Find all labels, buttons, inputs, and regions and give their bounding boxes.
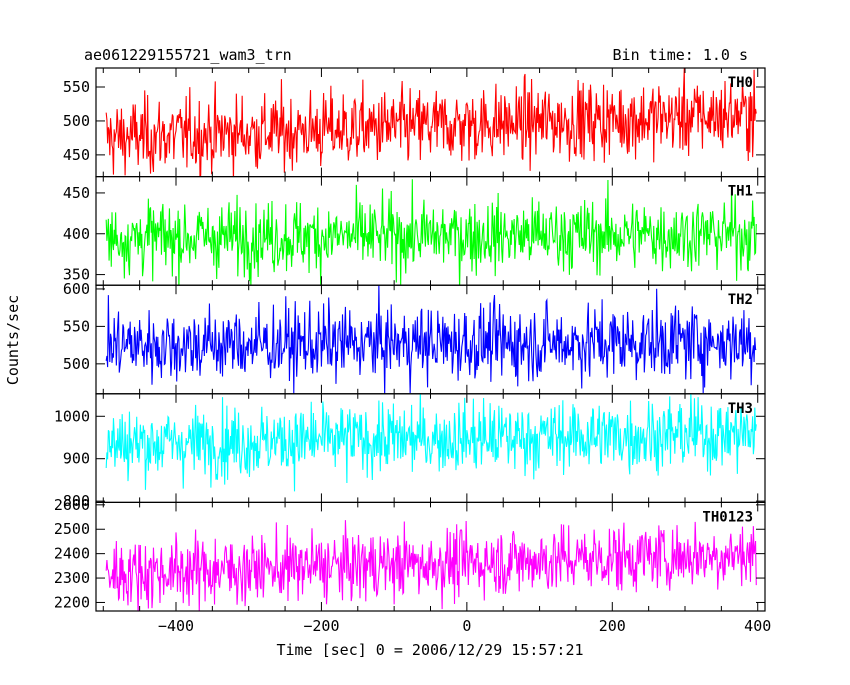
series-line-th0123 <box>105 520 757 611</box>
x-tick-label: 400 <box>744 617 771 635</box>
y-axis-label: Counts/sec <box>4 295 22 385</box>
y-tick-label: 2600 <box>54 496 90 514</box>
y-tick-label: 450 <box>63 184 90 202</box>
y-tick-label: 800 <box>63 492 90 510</box>
panel-th2: 500 550 600 TH2 <box>63 280 766 395</box>
series-line-th3 <box>105 393 757 492</box>
y-tick-label: 350 <box>63 266 90 284</box>
channel-label-th0: TH0 <box>728 75 753 91</box>
y-tick-label: 550 <box>63 78 90 96</box>
x-tick-label: −200 <box>303 617 339 635</box>
y-tick-label: 450 <box>63 146 90 164</box>
y-tick-label: 2500 <box>54 520 90 538</box>
y-tick-label: 900 <box>63 450 90 468</box>
y-tick-label: 2300 <box>54 569 90 587</box>
series-line-th0 <box>105 68 757 177</box>
channel-label-th2: TH2 <box>728 292 753 308</box>
channel-label-th1: TH1 <box>728 184 753 200</box>
series-line-th2 <box>105 285 757 394</box>
panel-th0123: 2200 2300 2400 2500 2600 TH0123 <box>54 496 766 612</box>
y-tick-label: 500 <box>63 355 90 373</box>
y-tick-label: 400 <box>63 225 90 243</box>
chart-subtitle: Bin time: 1.0 s <box>613 46 748 64</box>
channel-label-th0123: TH0123 <box>702 509 753 525</box>
panels-group: 450 500 550 TH0 350 400 450 TH1 500 550 600 TH2 800 9… <box>54 67 771 635</box>
x-tick-label: 200 <box>599 617 626 635</box>
series-line-th1 <box>105 179 757 286</box>
panel-th1: 350 400 450 TH1 <box>63 176 766 286</box>
y-tick-label: 600 <box>63 280 90 298</box>
channel-label-th3: TH3 <box>728 401 753 417</box>
x-tick-label: −400 <box>158 617 194 635</box>
y-tick-label: 500 <box>63 112 90 130</box>
x-axis-label: Time [sec] 0 = 2006/12/29 15:57:21 <box>276 641 583 659</box>
panel-th0: 450 500 550 TH0 <box>63 67 766 178</box>
y-tick-label: 1000 <box>54 407 90 425</box>
y-tick-label: 2400 <box>54 545 90 563</box>
chart-title: ae061229155721_wam3_trn <box>84 46 292 64</box>
y-tick-label: 2200 <box>54 593 90 611</box>
y-tick-label: 550 <box>63 317 90 335</box>
x-tick-label: 0 <box>462 617 471 635</box>
panel-th3: 800 900 1000 TH3 <box>54 393 766 510</box>
